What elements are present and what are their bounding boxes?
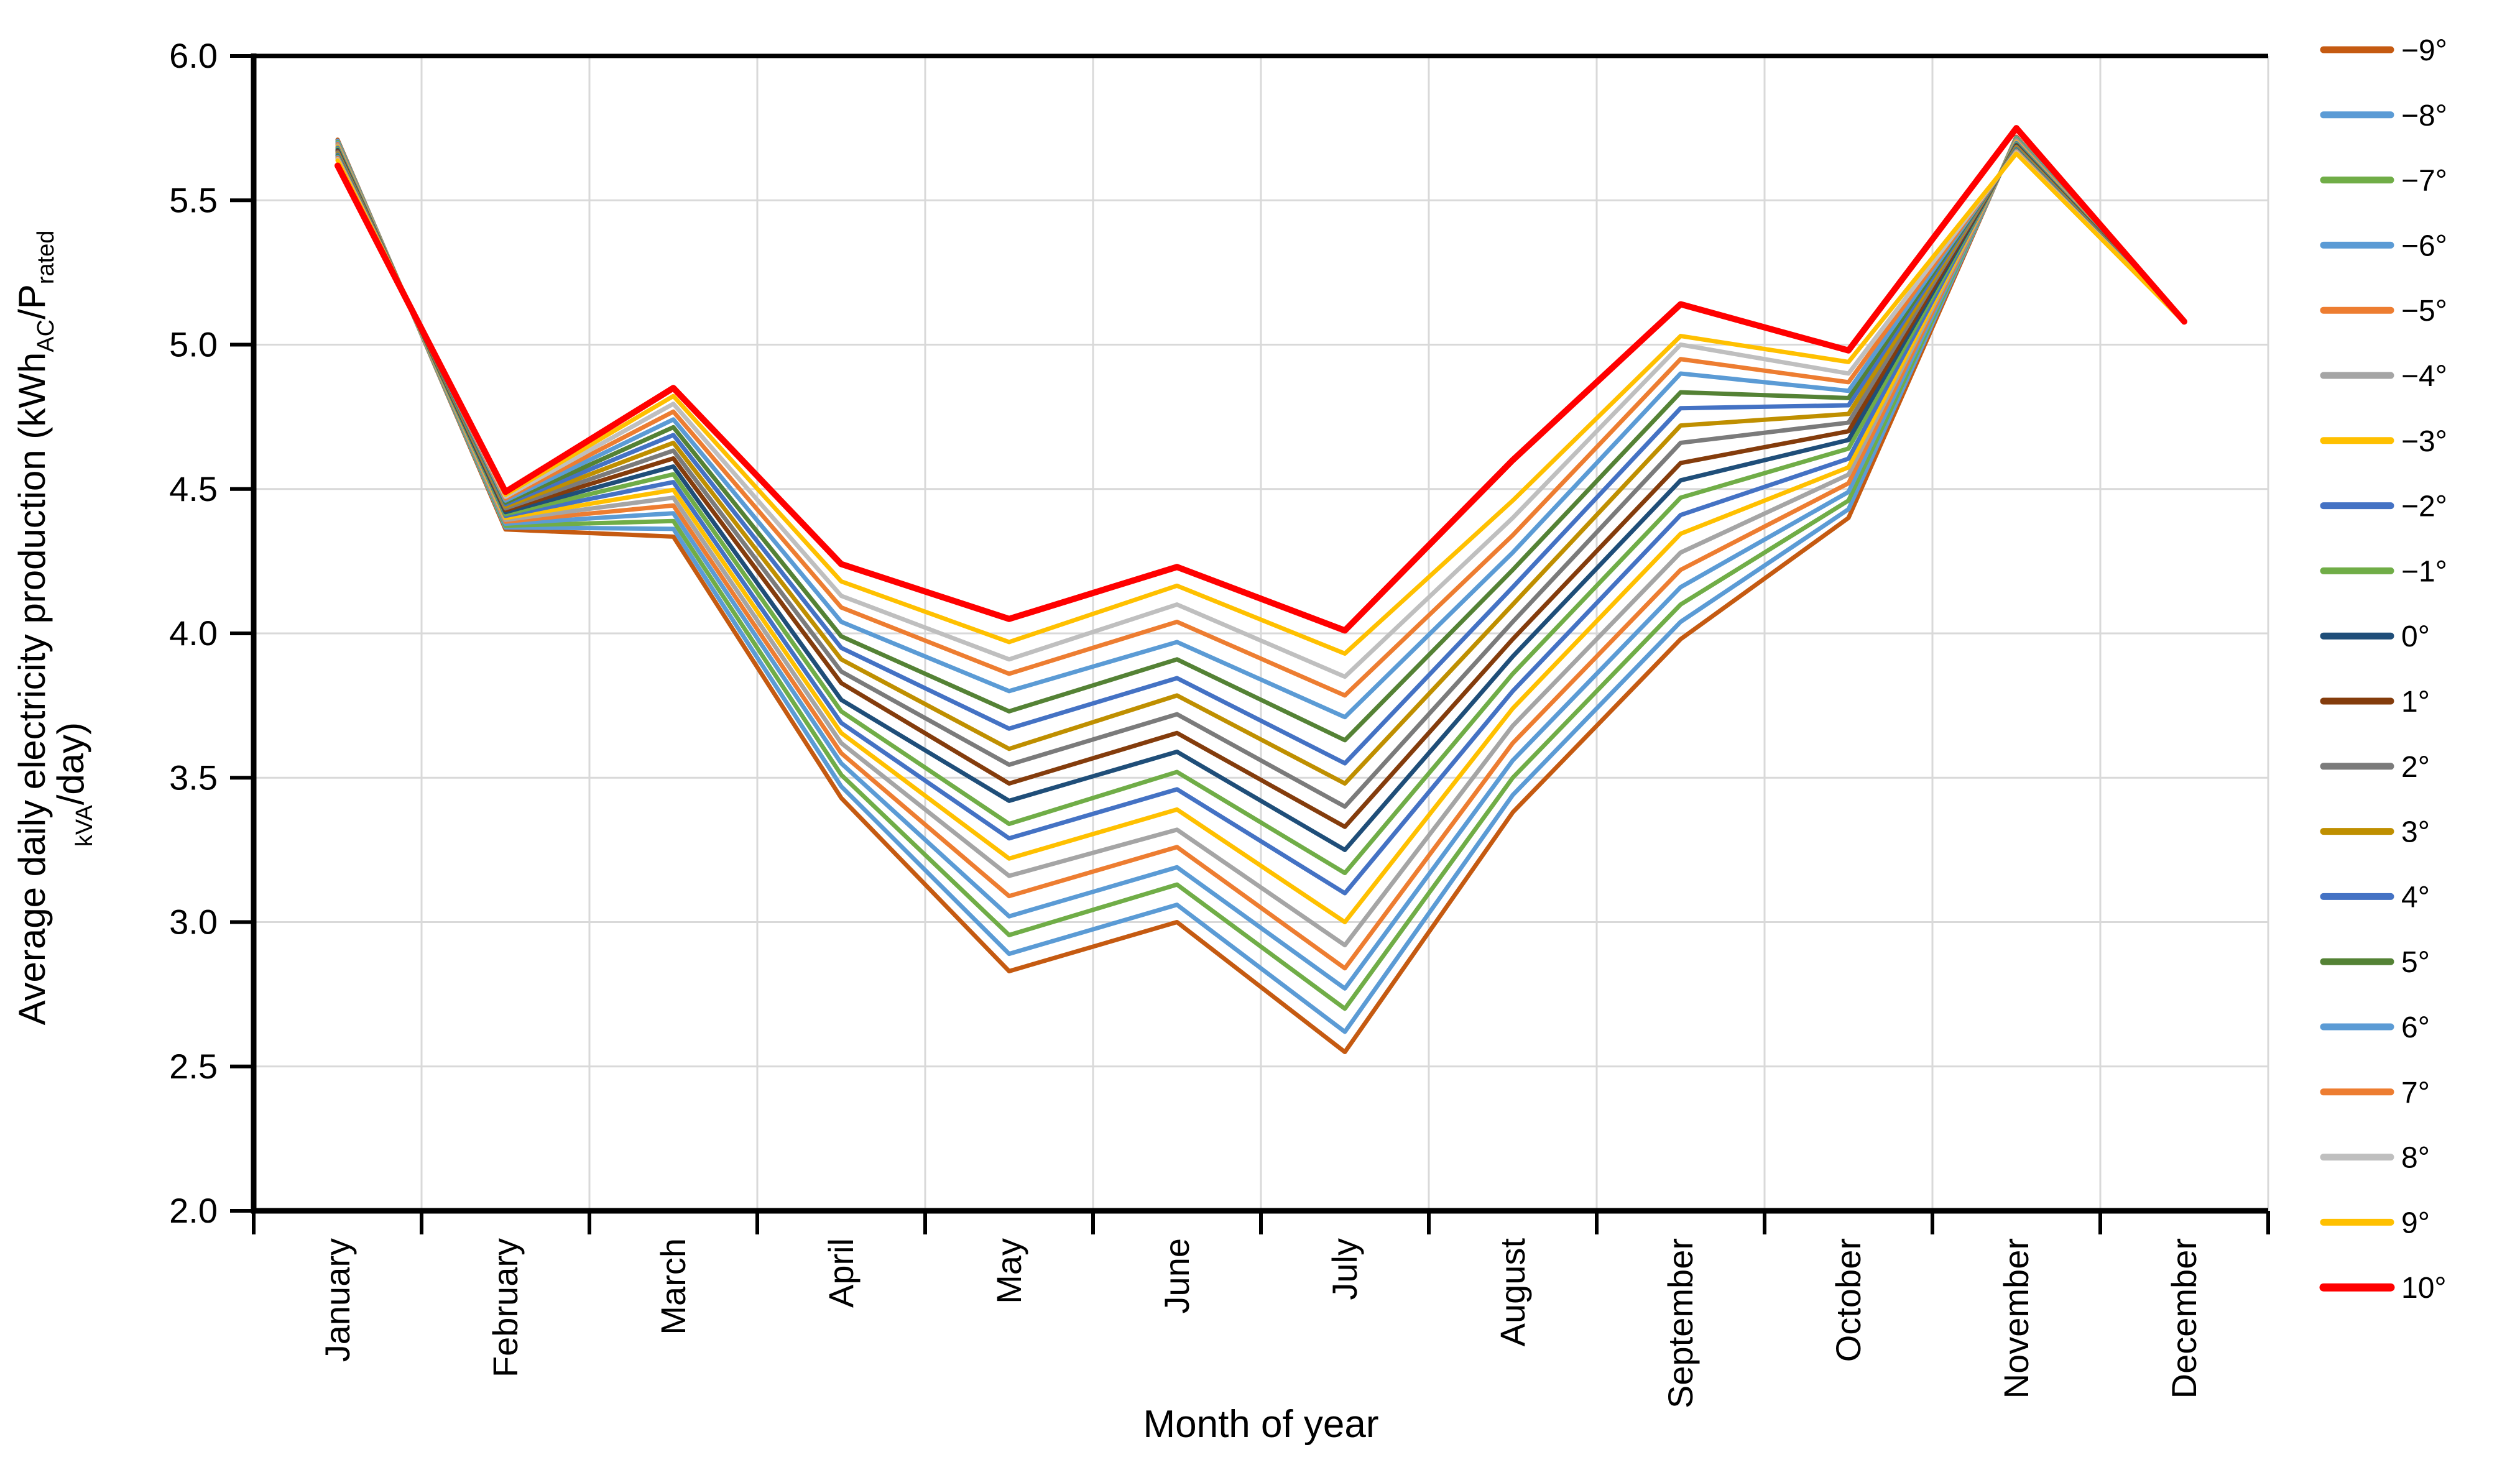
y-axis-title-segment: kVA [72,805,98,847]
series-line-6 [335,148,2187,720]
series-line-minus-1 [335,142,2187,876]
x-axis-title: Month of year [1143,1403,1378,1446]
legend-label: 2° [2401,751,2430,784]
legend-item: 9° [2320,1206,2430,1239]
legend-label: −5° [2401,295,2447,328]
legend-item: 8° [2320,1142,2430,1175]
y-tick-label: 3.0 [169,903,218,942]
legend-item: 1° [2320,686,2430,719]
y-axis-title-line2: kVA/day) [50,722,98,847]
series-line-5 [335,147,2187,743]
x-tick-label: July [1325,1238,1364,1300]
y-axis-title-line1: Average daily electricity production (kW… [11,231,59,1026]
legend-label: −6° [2401,229,2447,262]
x-tick-label: February [486,1238,525,1377]
series-line-10 [335,125,2187,634]
series-line-minus-6 [335,137,2187,991]
y-axis-title-segment: /day) [50,722,91,805]
legend-label: 0° [2401,620,2430,653]
x-tick-label: May [989,1238,1028,1304]
legend-label: −4° [2401,360,2447,393]
legend-item: 4° [2320,881,2430,914]
legend-item: −2° [2320,490,2447,523]
legend-item: −9° [2320,34,2447,67]
series-line-minus-5 [335,138,2187,971]
legend-label: −1° [2401,555,2447,588]
x-tick-label: August [1493,1238,1532,1347]
legend-item: −3° [2320,425,2447,458]
legend-item: −8° [2320,99,2447,132]
legend-item: 3° [2320,816,2430,849]
legend-item: 0° [2320,620,2430,653]
x-tick-label: June [1157,1238,1196,1313]
legend-label: −2° [2401,490,2447,523]
series-line-1 [335,144,2187,829]
legend-label: 9° [2401,1206,2430,1239]
legend-item: 2° [2320,751,2430,784]
y-tick-label: 3.5 [169,758,218,797]
axes: 2.0 2.5 3.0 3.5 4.0 4.5 5.0 5.5 6.0 [169,36,2270,1234]
y-tick-label: 4.0 [169,613,218,653]
x-tick-label: October [1829,1238,1868,1362]
x-tick-label: March [653,1238,693,1335]
y-tick-label: 4.5 [169,469,218,508]
x-tick-label: December [2164,1238,2204,1399]
legend: −9° −8° −7° −6° −5° −4° −3° −2° −1° 0° 1° 2° 3° 4° 5° 6… [2319,34,2447,1305]
y-tick-label: 2.5 [169,1047,218,1086]
legend-label: 10° [2401,1272,2447,1305]
series-line-minus-7 [335,136,2187,1011]
legend-label: 3° [2401,816,2430,849]
series-lines [335,125,2187,1055]
legend-label: 7° [2401,1077,2430,1109]
series-line-2 [335,144,2187,809]
legend-label: 1° [2401,686,2430,719]
series-line-minus-9 [335,134,2187,1055]
x-tick-label: November [1996,1238,2036,1399]
y-axis-title-segment: rated [33,231,59,285]
series-line-minus-8 [335,135,2187,1034]
legend-label: 6° [2401,1011,2430,1044]
series-line-minus-2 [335,140,2187,896]
legend-label: −9° [2401,34,2447,67]
series-line-4 [335,147,2187,766]
x-tick-label: September [1661,1238,1700,1408]
legend-item: −4° [2320,360,2447,393]
y-axis-title-segment: /P [11,284,53,319]
legend-item: 10° [2319,1272,2447,1305]
legend-label: −7° [2401,165,2447,198]
series-line-0 [335,143,2187,852]
legend-label: 8° [2401,1142,2430,1175]
x-tick-labels: January February March April May June July Augu… [318,1238,2204,1408]
legend-item: 7° [2320,1077,2430,1109]
legend-item: −6° [2320,229,2447,262]
series-line-minus-3 [335,140,2187,924]
y-tick-label: 5.0 [169,325,218,364]
x-tick-label: January [318,1238,357,1362]
legend-item: −1° [2320,555,2447,588]
series-line-7 [335,149,2187,698]
series-line-9 [335,151,2187,656]
legend-item: 6° [2320,1011,2430,1044]
x-tick-label: April [821,1238,861,1308]
legend-label: 5° [2401,946,2430,979]
y-tick-label: 5.5 [169,180,218,219]
legend-label: 4° [2401,881,2430,914]
legend-item: −5° [2320,295,2447,328]
y-axis-title-segment: AC [33,319,59,352]
series-line-8 [335,150,2187,679]
legend-label: −8° [2401,99,2447,132]
y-tick-label: 6.0 [169,36,218,75]
series-line-3 [335,145,2187,786]
legend-label: −3° [2401,425,2447,458]
series-line-minus-4 [335,139,2187,948]
y-tick-label: 2.0 [169,1191,218,1230]
legend-item: 5° [2320,946,2430,979]
y-axis-title-segment: Average daily electricity production (kW… [11,352,53,1026]
legend-item: −7° [2320,165,2447,198]
